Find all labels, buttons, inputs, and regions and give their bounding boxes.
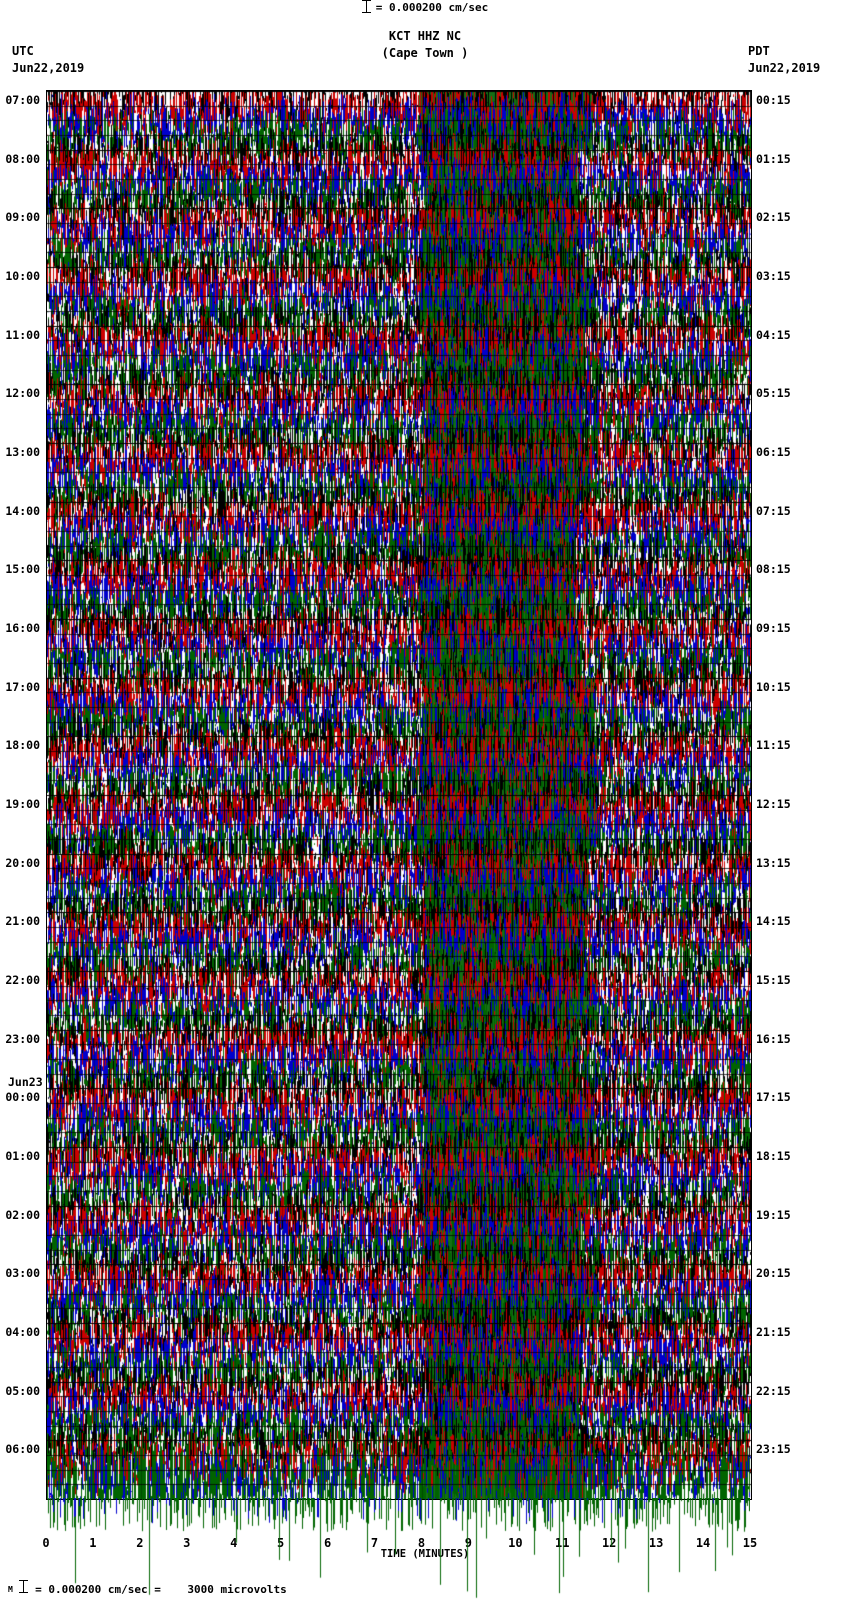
- utc-hour-label: 20:00: [5, 855, 40, 870]
- utc-hour-label: 19:00: [5, 797, 40, 811]
- scale-legend-text: = 0.000200 cm/sec: [375, 1, 489, 14]
- utc-hour-label: 21:00: [5, 914, 40, 929]
- pdt-hour-label: 20:15: [756, 1266, 791, 1281]
- utc-hour-label: 11:00: [5, 327, 40, 342]
- utc-hour-label: 02:00: [5, 1207, 40, 1222]
- pdt-hour-label: 22:15: [756, 1383, 791, 1398]
- seismogram-plot: [46, 90, 752, 1500]
- utc-hour-label: 08:00: [5, 151, 40, 166]
- pdt-hour-label: 09:15: [756, 621, 791, 635]
- pdt-hour-label: 15:15: [756, 973, 791, 987]
- utc-timezone-label: UTC: [12, 44, 34, 58]
- pdt-hour-label: 10:15: [756, 679, 791, 694]
- pdt-hour-label: 16:15: [756, 1031, 791, 1046]
- utc-hour-label: 23:00: [5, 1031, 40, 1046]
- pdt-hour-label: 11:15: [756, 738, 791, 753]
- pdt-hour-label: 12:15: [756, 797, 791, 811]
- pdt-hour-label: 19:15: [756, 1207, 791, 1222]
- utc-hour-label: 17:00: [5, 679, 40, 694]
- utc-hour-label: 10:00: [5, 269, 40, 283]
- pdt-date-label: Jun22,2019: [748, 61, 821, 75]
- utc-hour-label: 22:00: [5, 973, 40, 987]
- pdt-hour-label: 03:15: [756, 269, 791, 283]
- utc-hour-label: 04:00: [5, 1325, 40, 1339]
- scale-legend: = 0.000200 cm/sec: [0, 0, 850, 16]
- station-title: KCT HHZ NC: [388, 29, 462, 43]
- overshoot-spikes: [46, 1498, 750, 1608]
- pdt-hour-label: 18:15: [756, 1149, 791, 1163]
- utc-hour-label: 01:00: [5, 1149, 40, 1163]
- seismogram-canvas: [47, 91, 751, 1499]
- footer-micro-symbol: M: [8, 1585, 13, 1594]
- pdt-hour-label: 13:15: [756, 855, 791, 870]
- utc-hour-label: 06:00: [5, 1442, 40, 1457]
- pdt-hour-label: 00:15: [756, 93, 791, 107]
- utc-hour-label: 16:00: [5, 621, 40, 635]
- utc-hour-label: 07:00: [5, 93, 40, 107]
- utc-hour-label: 12:00: [5, 386, 40, 401]
- pdt-hour-label: 06:15: [756, 445, 791, 459]
- utc-hour-label: 15:00: [5, 562, 40, 577]
- footer-scale-bar-icon: [19, 1580, 29, 1596]
- pdt-hour-label: 07:15: [756, 503, 791, 518]
- utc-hour-label: 05:00: [5, 1383, 40, 1398]
- pdt-hour-label: 17:15: [756, 1090, 791, 1105]
- pdt-hour-label: 23:15: [756, 1442, 791, 1457]
- day-change-marker: Jun23: [8, 1075, 43, 1090]
- pdt-hour-label: 02:15: [756, 210, 791, 225]
- utc-hour-label: 09:00: [5, 210, 40, 225]
- pdt-hour-label: 04:15: [756, 327, 791, 342]
- scale-bar-icon: [361, 0, 371, 16]
- station-location: (Cape Town ): [381, 46, 469, 60]
- utc-hour-label: 03:00: [5, 1266, 40, 1281]
- utc-hour-label: 18:00: [5, 738, 40, 753]
- pdt-hour-label: 14:15: [756, 914, 791, 929]
- pdt-timezone-label: PDT: [748, 44, 770, 58]
- utc-hour-label: 13:00: [5, 445, 40, 459]
- utc-date-label: Jun22,2019: [12, 61, 85, 75]
- utc-hour-label: 14:00: [5, 503, 40, 518]
- pdt-hour-label: 08:15: [756, 562, 791, 577]
- utc-hour-label: 00:00: [5, 1090, 40, 1105]
- pdt-hour-label: 01:15: [756, 151, 791, 166]
- pdt-hour-label: 21:15: [756, 1325, 791, 1339]
- pdt-hour-label: 05:15: [756, 386, 791, 401]
